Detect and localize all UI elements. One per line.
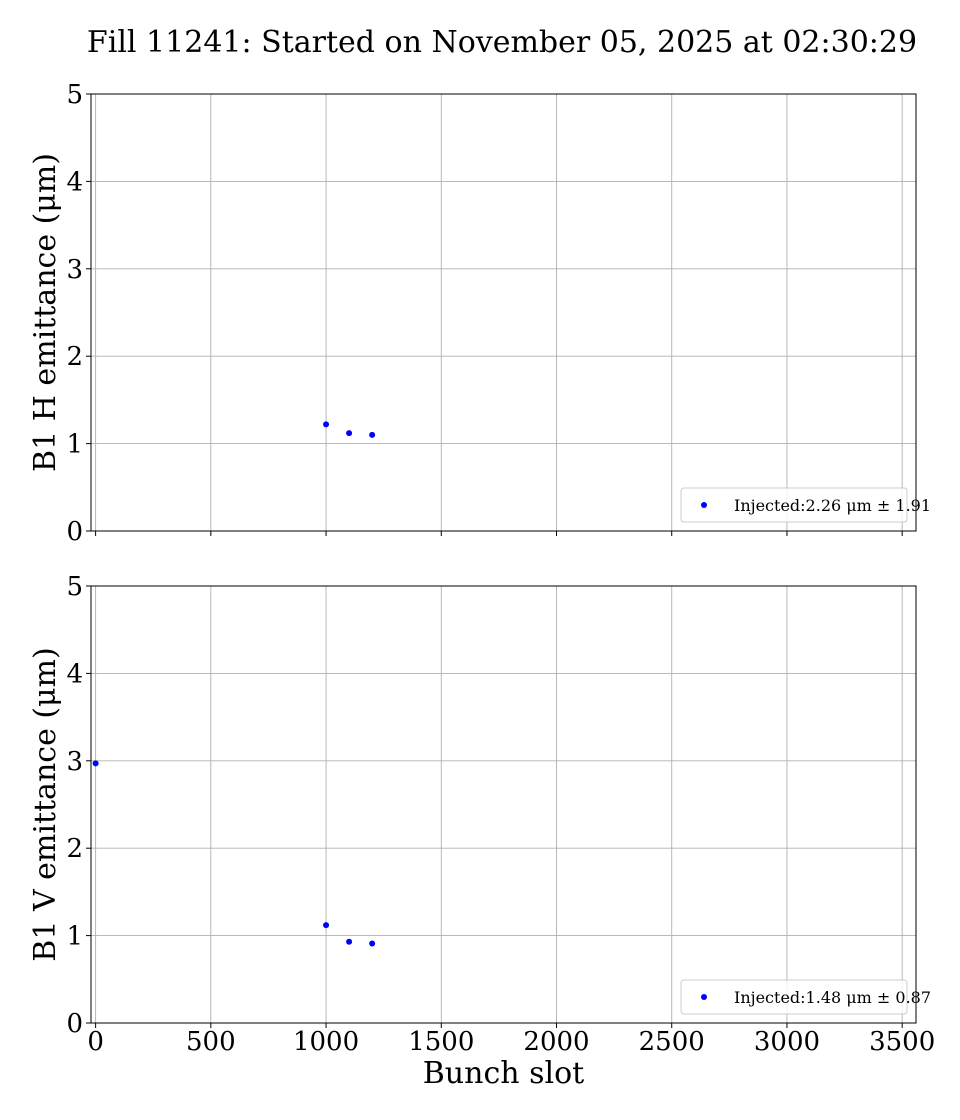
chart-panel-2: 0 500 1000 1500 2000 2500 3000 3500 0 1 2 3 4 5 B1 V e… (28, 572, 935, 1091)
y-tick-label: 2 (66, 834, 83, 864)
x-tick-label: 2000 (523, 1027, 589, 1057)
data-point (323, 421, 330, 428)
plot-frame (90, 585, 917, 1024)
figure-title: Fill 11241: Started on November 05, 2025… (87, 25, 917, 60)
x-tick-label: 1500 (408, 1027, 474, 1057)
x-axis-label: Bunch slot (423, 1056, 584, 1091)
y-tick-label: 1 (66, 922, 83, 952)
y-tick-label: 5 (66, 572, 83, 602)
chart-panel-1: 0 1 2 3 4 5 B1 H emittance (μm) Injected:2.26 μ… (28, 80, 931, 547)
x-tick-label: 3000 (754, 1027, 820, 1057)
x-tick-label: 1000 (293, 1027, 359, 1057)
data-point (92, 760, 99, 767)
legend-label: Injected:2.26 μm ± 1.91 (734, 496, 931, 515)
plot-frame (90, 93, 917, 532)
y-axis-label: B1 H emittance (μm) (28, 153, 63, 472)
x-tick-label: 500 (186, 1027, 236, 1057)
legend-marker (701, 502, 707, 508)
y-tick-label: 3 (66, 747, 83, 777)
y-tick-label: 2 (66, 342, 83, 372)
x-tick-label: 3500 (869, 1027, 935, 1057)
y-tick-label: 3 (66, 255, 83, 285)
x-tick-label: 2500 (639, 1027, 705, 1057)
data-point (369, 431, 376, 438)
data-point (346, 938, 353, 945)
y-tick-label: 0 (66, 1009, 83, 1039)
data-point (369, 940, 376, 947)
legend-box (680, 487, 908, 523)
y-tick-label: 4 (66, 167, 83, 197)
y-axis-label: B1 V emittance (μm) (28, 647, 63, 961)
x-tick-label: 0 (87, 1027, 104, 1057)
charts: 0 1 2 3 4 5 B1 H emittance (μm) Injected:2.26 μ… (28, 80, 935, 1091)
y-tick-label: 0 (66, 517, 83, 547)
y-tick-label: 1 (66, 430, 83, 460)
legend-label: Injected:1.48 μm ± 0.87 (734, 988, 931, 1007)
legend-box (680, 979, 908, 1015)
data-point (323, 922, 330, 929)
y-tick-label: 4 (66, 659, 83, 689)
y-tick-label: 5 (66, 80, 83, 110)
data-point (346, 430, 353, 437)
legend-marker (701, 994, 707, 1000)
